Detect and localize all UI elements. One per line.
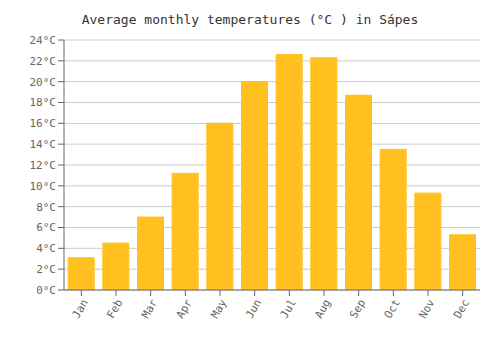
- svg-text:6°C: 6°C: [36, 221, 56, 234]
- svg-text:Oct: Oct: [382, 297, 403, 321]
- svg-text:Mar: Mar: [139, 297, 160, 321]
- svg-text:Apr: Apr: [174, 297, 195, 321]
- svg-text:Jun: Jun: [243, 297, 264, 321]
- svg-text:8°C: 8°C: [36, 201, 56, 214]
- svg-text:Aug: Aug: [312, 297, 333, 321]
- svg-text:10°C: 10°C: [30, 180, 57, 193]
- svg-text:Sep: Sep: [347, 297, 368, 321]
- svg-text:12°C: 12°C: [30, 159, 57, 172]
- svg-text:2°C: 2°C: [36, 263, 56, 276]
- svg-text:14°C: 14°C: [30, 138, 57, 151]
- svg-text:16°C: 16°C: [30, 117, 57, 130]
- html-text:Average monthly temperatures (: Average monthly temperatures (°C ) in Sá…: [81, 12, 419, 27]
- svg-text:May: May: [208, 297, 229, 321]
- svg-text:20°C: 20°C: [30, 76, 57, 89]
- svg-text:18°C: 18°C: [30, 96, 57, 109]
- svg-text:Feb: Feb: [104, 297, 125, 321]
- svg-text:0°C: 0°C: [36, 284, 56, 297]
- svg-text:Nov: Nov: [416, 297, 437, 321]
- svg-text:Jul: Jul: [278, 297, 299, 321]
- svg-text:4°C: 4°C: [36, 242, 56, 255]
- svg-text:24°C: 24°C: [30, 34, 57, 47]
- svg-text:Jan: Jan: [70, 297, 91, 321]
- svg-text:Dec: Dec: [451, 297, 472, 321]
- svg-text:22°C: 22°C: [30, 55, 57, 68]
